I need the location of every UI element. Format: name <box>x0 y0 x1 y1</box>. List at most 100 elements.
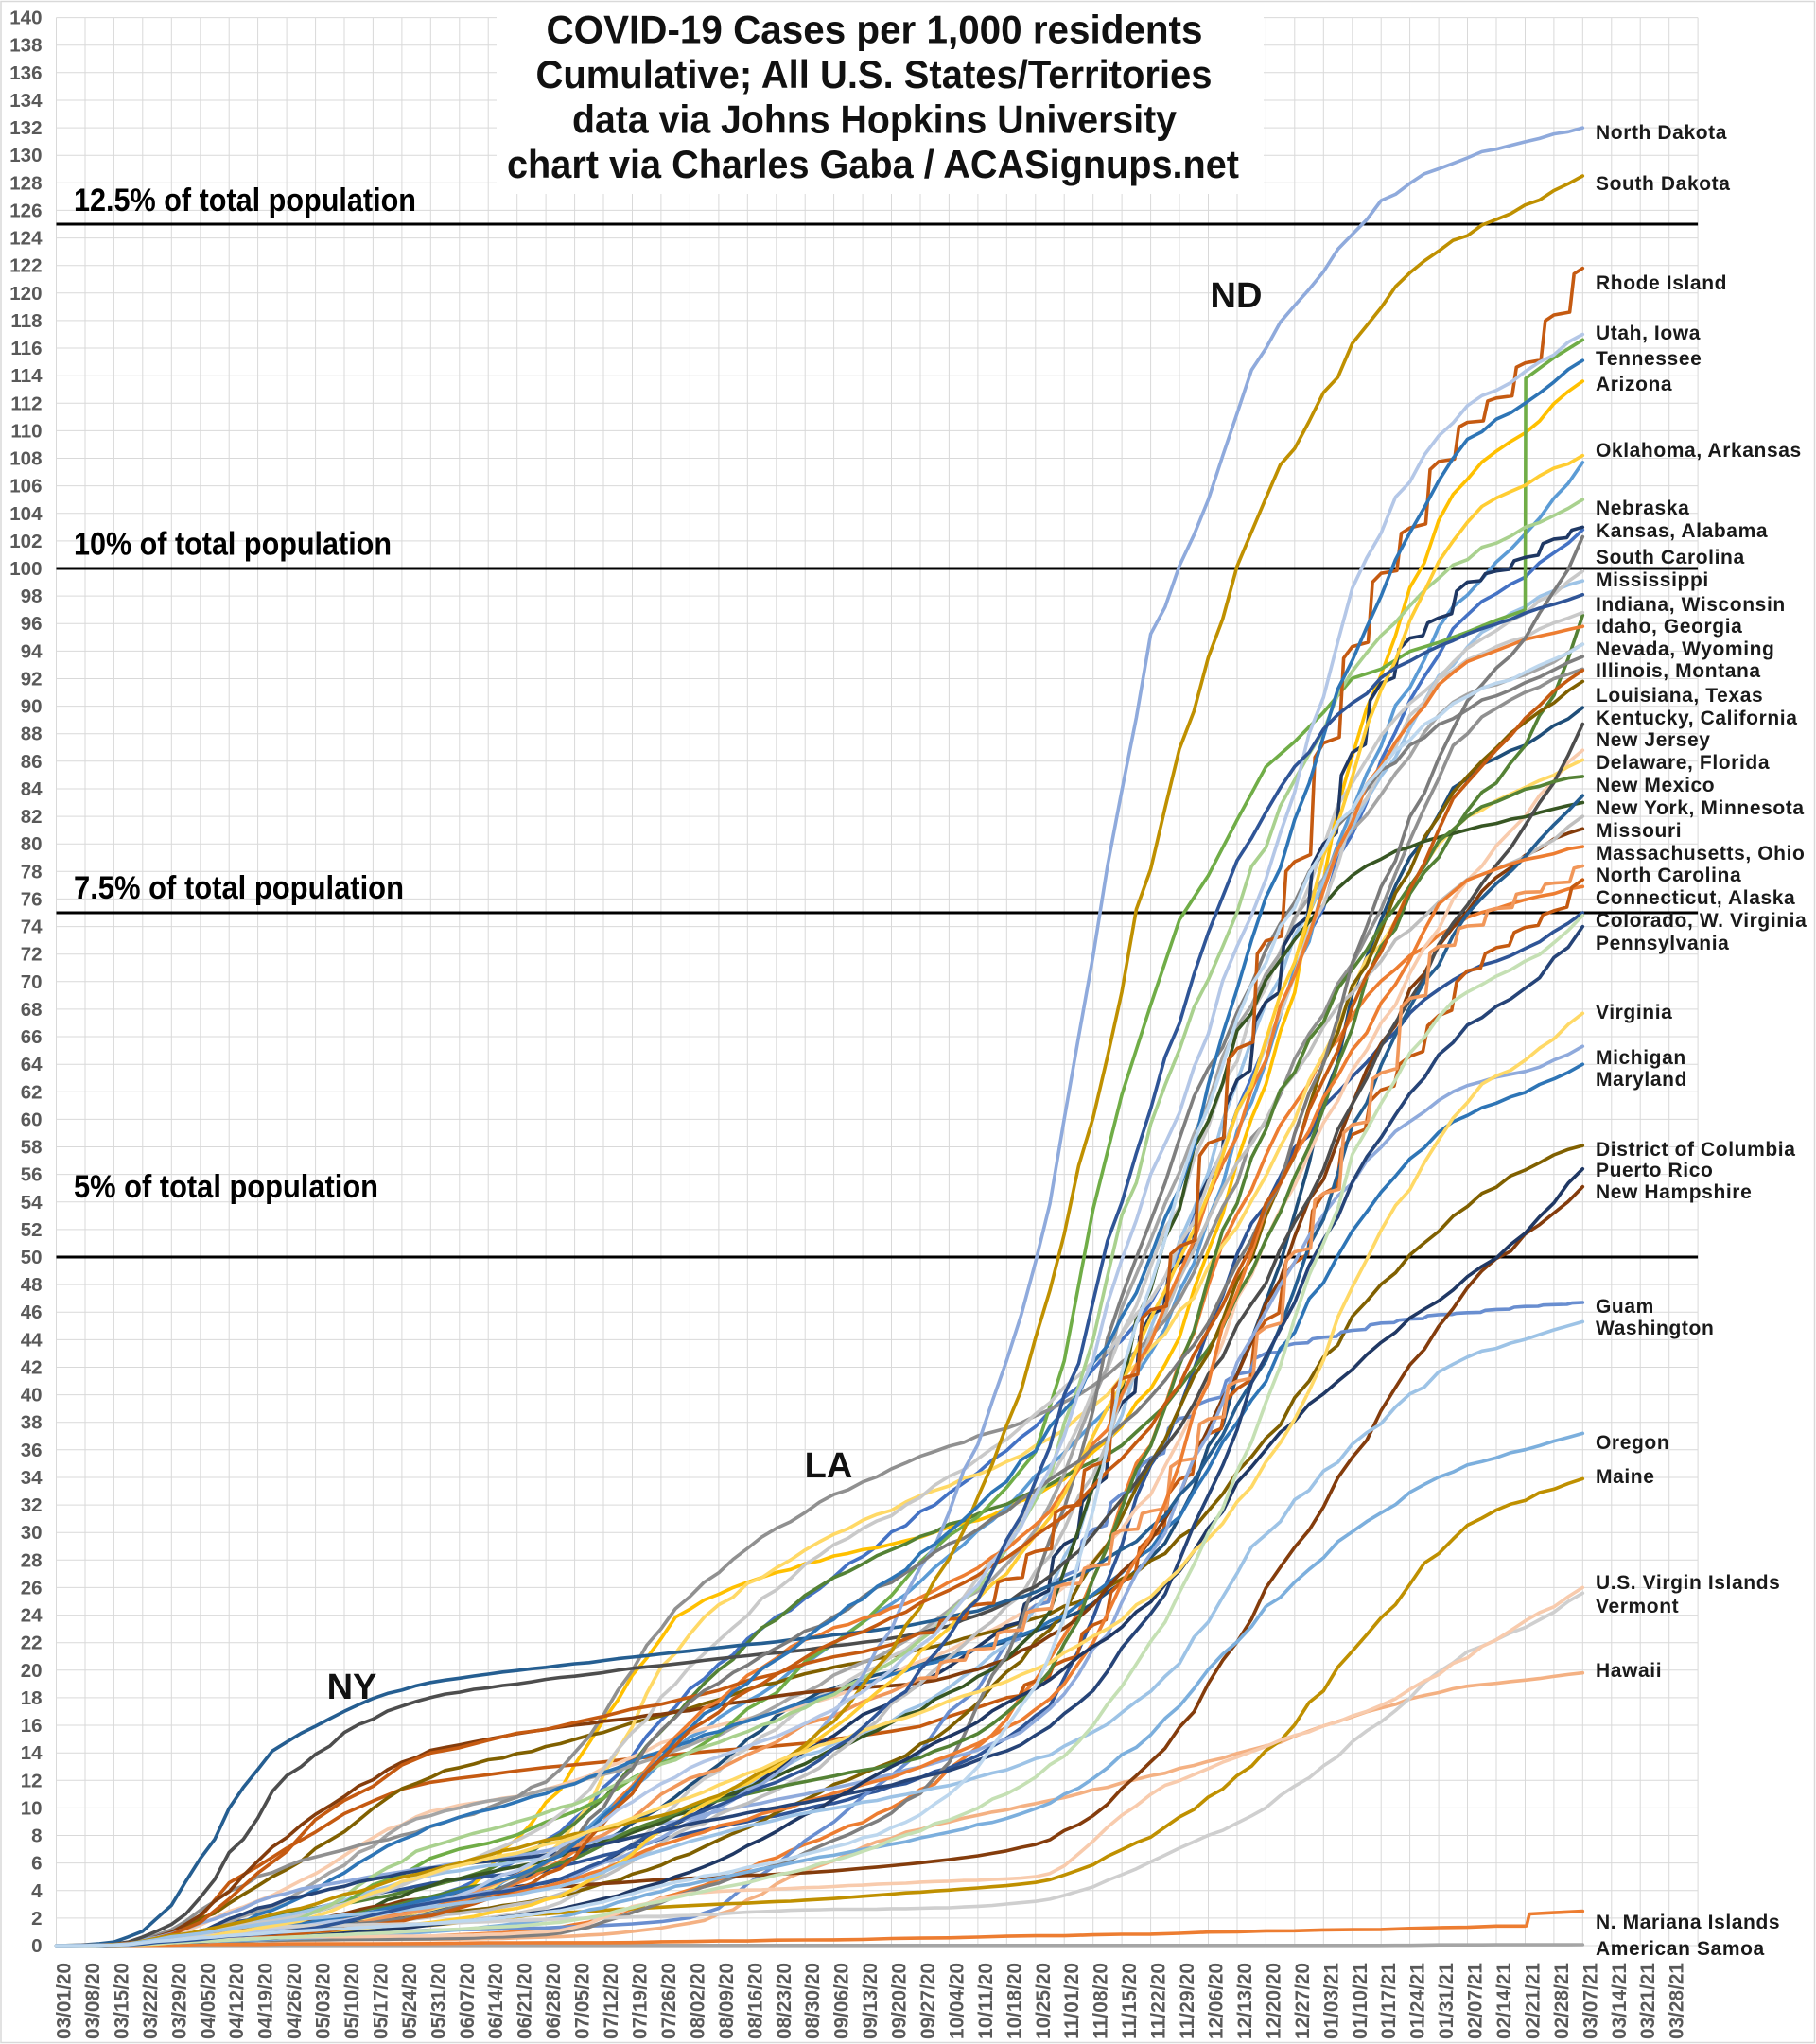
svg-text:08/30/20: 08/30/20 <box>802 1963 824 2039</box>
svg-text:data via Johns Hopkins Univers: data via Johns Hopkins University <box>572 97 1178 142</box>
svg-text:84: 84 <box>21 778 43 800</box>
svg-text:96: 96 <box>21 613 43 635</box>
svg-text:03/01/20: 03/01/20 <box>54 1963 76 2039</box>
svg-text:07/12/20: 07/12/20 <box>601 1963 622 2039</box>
svg-text:118: 118 <box>10 310 42 332</box>
svg-text:16: 16 <box>21 1715 43 1737</box>
svg-text:08/16/20: 08/16/20 <box>744 1963 766 2039</box>
svg-text:05/03/20: 05/03/20 <box>313 1963 335 2039</box>
svg-text:110: 110 <box>10 420 42 442</box>
svg-text:05/10/20: 05/10/20 <box>341 1963 363 2039</box>
svg-text:Nevada, Wyoming: Nevada, Wyoming <box>1596 638 1775 660</box>
svg-text:Missouri: Missouri <box>1596 820 1682 842</box>
svg-text:N. Mariana Islands: N. Mariana Islands <box>1596 1912 1780 1933</box>
svg-text:64: 64 <box>21 1054 43 1075</box>
svg-text:62: 62 <box>21 1081 43 1103</box>
svg-text:01/03/21: 01/03/21 <box>1320 1963 1342 2039</box>
svg-text:116: 116 <box>10 338 42 359</box>
svg-text:12/13/20: 12/13/20 <box>1234 1963 1256 2039</box>
svg-text:24: 24 <box>21 1605 43 1627</box>
svg-text:5% of total population: 5% of total population <box>74 1169 378 1205</box>
svg-text:North Carolina: North Carolina <box>1596 865 1741 886</box>
svg-text:Illinois, Montana: Illinois, Montana <box>1596 660 1761 682</box>
svg-text:40: 40 <box>21 1385 43 1406</box>
svg-text:108: 108 <box>9 448 42 470</box>
svg-text:Massachusetts, Ohio: Massachusetts, Ohio <box>1596 843 1805 865</box>
svg-text:04/26/20: 04/26/20 <box>284 1963 306 2039</box>
svg-text:4: 4 <box>31 1880 43 1902</box>
svg-text:2: 2 <box>31 1908 42 1930</box>
svg-text:03/14/21: 03/14/21 <box>1609 1963 1631 2039</box>
svg-text:LA: LA <box>805 1446 853 1486</box>
svg-text:10/18/20: 10/18/20 <box>1004 1963 1025 2039</box>
svg-text:120: 120 <box>9 283 42 305</box>
svg-text:09/20/20: 09/20/20 <box>889 1963 911 2039</box>
svg-text:Washington: Washington <box>1596 1318 1714 1339</box>
svg-text:04/19/20: 04/19/20 <box>255 1963 277 2039</box>
svg-text:56: 56 <box>21 1164 43 1186</box>
svg-text:09/27/20: 09/27/20 <box>917 1963 939 2039</box>
svg-text:20: 20 <box>21 1660 43 1682</box>
svg-text:02/21/21: 02/21/21 <box>1523 1963 1545 2039</box>
svg-text:07/05/20: 07/05/20 <box>572 1963 594 2039</box>
svg-text:Nebraska: Nebraska <box>1596 498 1689 519</box>
svg-text:46: 46 <box>21 1302 43 1323</box>
svg-text:44: 44 <box>21 1329 43 1351</box>
svg-text:05/24/20: 05/24/20 <box>399 1963 421 2039</box>
svg-text:11/15/20: 11/15/20 <box>1119 1963 1141 2039</box>
svg-text:Oregon: Oregon <box>1596 1432 1669 1454</box>
svg-text:Pennsylvania: Pennsylvania <box>1596 933 1729 954</box>
svg-text:03/21/21: 03/21/21 <box>1637 1963 1659 2039</box>
svg-text:03/28/21: 03/28/21 <box>1667 1963 1688 2039</box>
svg-text:60: 60 <box>21 1109 43 1130</box>
svg-text:Michigan: Michigan <box>1596 1047 1686 1069</box>
svg-text:30: 30 <box>21 1522 43 1544</box>
svg-text:12: 12 <box>21 1770 43 1791</box>
svg-text:6: 6 <box>31 1853 42 1875</box>
svg-text:58: 58 <box>21 1137 43 1159</box>
svg-text:78: 78 <box>21 861 43 882</box>
svg-text:128: 128 <box>9 172 42 194</box>
svg-text:100: 100 <box>9 558 42 580</box>
svg-text:11/29/20: 11/29/20 <box>1177 1963 1198 2039</box>
svg-text:18: 18 <box>21 1687 43 1709</box>
svg-text:Vermont: Vermont <box>1596 1596 1679 1617</box>
svg-text:06/07/20: 06/07/20 <box>457 1963 479 2039</box>
svg-text:11/01/20: 11/01/20 <box>1061 1963 1083 2039</box>
svg-text:98: 98 <box>21 585 43 607</box>
svg-text:34: 34 <box>21 1467 43 1489</box>
svg-text:Hawaii: Hawaii <box>1596 1660 1662 1682</box>
svg-text:Rhode Island: Rhode Island <box>1596 272 1727 294</box>
svg-text:114: 114 <box>10 365 43 387</box>
svg-text:03/07/21: 03/07/21 <box>1580 1963 1601 2039</box>
svg-text:92: 92 <box>21 669 43 690</box>
svg-text:10/25/20: 10/25/20 <box>1033 1963 1055 2039</box>
svg-text:126: 126 <box>9 200 42 221</box>
svg-text:138: 138 <box>9 35 42 57</box>
svg-text:140: 140 <box>9 8 42 29</box>
svg-text:136: 136 <box>9 62 42 84</box>
svg-text:chart via Charles Gaba / ACASi: chart via Charles Gaba / ACASignups.net <box>507 142 1239 186</box>
svg-text:12/20/20: 12/20/20 <box>1263 1963 1284 2039</box>
svg-text:09/06/20: 09/06/20 <box>831 1963 853 2039</box>
svg-text:72: 72 <box>21 944 43 966</box>
svg-text:Delaware, Florida: Delaware, Florida <box>1596 752 1770 774</box>
svg-text:06/28/20: 06/28/20 <box>543 1963 565 2039</box>
svg-text:Tennessee: Tennessee <box>1596 348 1702 370</box>
svg-text:NY: NY <box>327 1668 377 1707</box>
svg-text:32: 32 <box>21 1494 43 1516</box>
svg-text:10: 10 <box>21 1797 43 1819</box>
svg-text:94: 94 <box>21 640 43 662</box>
svg-text:134: 134 <box>9 90 43 112</box>
svg-text:Puerto Rico: Puerto Rico <box>1596 1160 1713 1181</box>
svg-text:01/31/21: 01/31/21 <box>1436 1963 1458 2039</box>
svg-text:7.5% of total population: 7.5% of total population <box>74 870 404 906</box>
svg-text:New York, Minnesota: New York, Minnesota <box>1596 797 1805 819</box>
svg-text:124: 124 <box>9 228 43 250</box>
svg-text:76: 76 <box>21 888 43 910</box>
svg-text:26: 26 <box>21 1577 43 1599</box>
svg-text:42: 42 <box>21 1357 43 1379</box>
svg-text:American Samoa: American Samoa <box>1596 1938 1765 1960</box>
svg-text:106: 106 <box>9 476 42 498</box>
svg-text:10/11/20: 10/11/20 <box>975 1963 997 2039</box>
